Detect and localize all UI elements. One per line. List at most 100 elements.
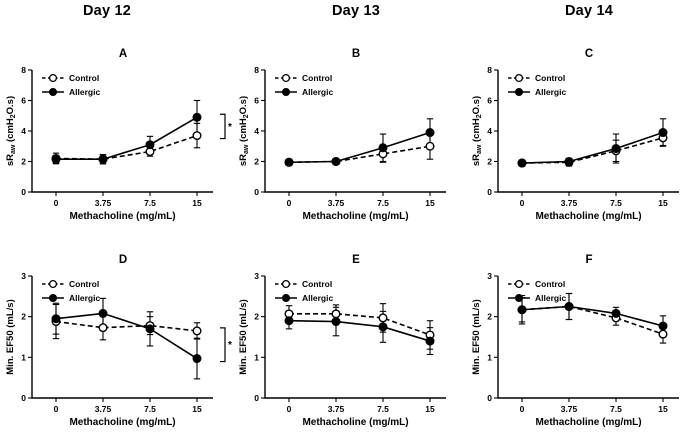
x-tick-label: 7.5 [144, 404, 156, 414]
legend-label: Allergic [302, 293, 333, 303]
y-tick-label: 2 [254, 312, 259, 322]
legend-label: Allergic [69, 87, 100, 97]
x-tick-label: 15 [425, 404, 435, 414]
data-point [331, 309, 341, 319]
x-tick-label: 0 [54, 198, 59, 208]
y-tick-label: 0 [487, 393, 492, 403]
data-point [284, 316, 294, 326]
data-point [517, 158, 527, 168]
legend-item: Control [508, 279, 565, 289]
legend-label: Control [535, 73, 565, 83]
y-tick-label: 3 [487, 271, 492, 281]
legend-marker [281, 73, 291, 83]
series-allergic [518, 118, 667, 166]
x-tick-label: 0 [287, 404, 292, 414]
y-axis-label: Min. EF50 (mL/s) [5, 299, 16, 374]
data-point [378, 322, 388, 332]
y-tick-label: 0 [254, 187, 259, 197]
legend-label: Allergic [302, 87, 333, 97]
y-tick-label: 1 [254, 352, 259, 362]
legend-label: Control [69, 279, 99, 289]
panel-letter: F [585, 254, 592, 266]
y-tick-label: 0 [487, 187, 492, 197]
data-point [51, 154, 61, 164]
x-tick-label: 15 [425, 198, 435, 208]
data-point [425, 128, 435, 138]
axes [497, 276, 679, 399]
x-tick-label: 3.75 [95, 404, 112, 414]
y-axis-label: Min. EF50 (mL/s) [471, 299, 482, 374]
y-tick-label: 4 [254, 126, 259, 136]
series-line [55, 134, 198, 161]
x-tick-label: 0 [287, 198, 292, 208]
data-point [611, 144, 621, 154]
data-point [284, 157, 294, 167]
y-tick-label: 0 [21, 187, 26, 197]
panel-letter: A [119, 48, 127, 60]
series-line [521, 137, 664, 164]
y-tick-label: 2 [487, 312, 492, 322]
x-tick-label: 0 [520, 198, 525, 208]
series-control [518, 129, 667, 167]
x-axis-label: Methacholine (mg/mL) [535, 211, 641, 222]
series-line [521, 305, 664, 327]
column-header-day-12: Day 12 [83, 3, 131, 19]
series-control [285, 303, 434, 350]
panel-letter: C [585, 48, 593, 60]
x-axis-label: Methacholine (mg/mL) [302, 417, 408, 428]
data-point [192, 112, 202, 122]
axes [31, 70, 213, 193]
data-point [378, 143, 388, 153]
series-line [288, 319, 431, 342]
legend-marker [514, 73, 524, 83]
legend-marker [48, 73, 58, 83]
y-tick-label: 8 [487, 65, 492, 75]
legend-label: Control [302, 73, 332, 83]
x-tick-label: 7.5 [610, 198, 622, 208]
x-axis-label: Methacholine (mg/mL) [69, 417, 175, 428]
series-allergic [52, 297, 201, 380]
data-point [564, 156, 574, 166]
x-tick-label: 0 [54, 404, 59, 414]
x-tick-label: 7.5 [144, 198, 156, 208]
legend-label: Control [69, 73, 99, 83]
y-axis-label: sRaw (cmH2O.s) [5, 96, 17, 166]
legend-marker [281, 87, 291, 97]
y-axis-label: sRaw (cmH2O.s) [238, 96, 250, 166]
y-axis-label: sRaw (cmH2O.s) [471, 96, 483, 166]
y-tick-label: 0 [21, 393, 26, 403]
data-point [98, 308, 108, 318]
legend-marker [514, 279, 524, 289]
data-point [145, 324, 155, 334]
x-tick-label: 7.5 [377, 198, 389, 208]
x-tick-label: 3.75 [561, 198, 578, 208]
data-point [192, 131, 202, 141]
legend-item: Allergic [42, 87, 100, 97]
series-line [521, 131, 664, 164]
data-point [331, 317, 341, 327]
y-tick-label: 4 [487, 126, 492, 136]
series-line [56, 116, 198, 161]
y-tick-label: 2 [21, 157, 26, 167]
panel-A: A 0 2 4 6 8 0 3.75 7.5 15 Methacholine (mg/mL) sRaw… [5, 48, 232, 222]
legend-marker [514, 87, 524, 97]
x-tick-label: 15 [658, 198, 668, 208]
x-tick-label: 3.75 [328, 198, 345, 208]
x-axis-label: Methacholine (mg/mL) [69, 211, 175, 222]
x-tick-label: 15 [658, 404, 668, 414]
x-tick-label: 7.5 [610, 404, 622, 414]
y-tick-label: 8 [254, 65, 259, 75]
data-point [564, 302, 574, 312]
legend-label: Control [535, 279, 565, 289]
series-allergic [285, 118, 434, 166]
legend-item: Control [275, 279, 332, 289]
data-point [425, 141, 435, 151]
x-tick-label: 3.75 [561, 404, 578, 414]
y-tick-label: 8 [21, 65, 26, 75]
panel-E: E 0 1 2 3 0 3.75 7.5 15 Methacholine (mg/mL) Min. … [238, 254, 446, 428]
data-point [192, 326, 202, 336]
significance-bracket [220, 113, 226, 140]
y-tick-label: 3 [254, 271, 259, 281]
legend-item: Control [42, 73, 99, 83]
column-header-day-13: Day 13 [332, 3, 380, 19]
